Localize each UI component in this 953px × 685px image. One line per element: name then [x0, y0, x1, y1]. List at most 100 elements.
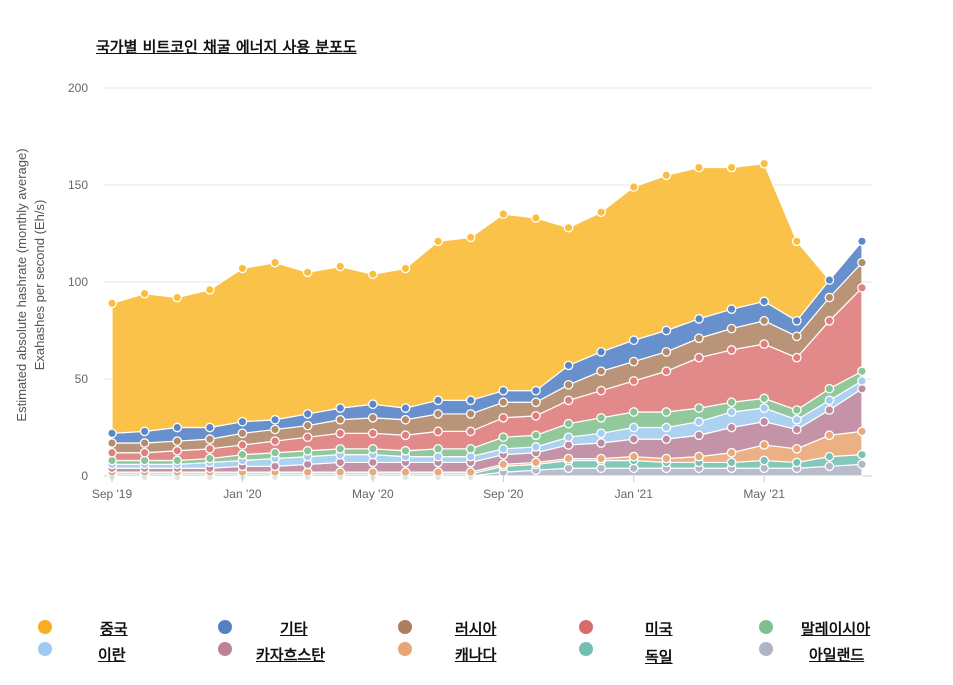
marker-카자흐스탄	[596, 438, 606, 448]
marker-말레이시아	[400, 445, 411, 456]
marker-캐나다	[400, 467, 411, 477]
marker-카자흐스탄	[726, 422, 737, 433]
marker-카자흐스탄	[824, 405, 835, 415]
marker-미국	[857, 282, 867, 293]
marker-러시아	[759, 315, 770, 326]
marker-러시아	[498, 397, 509, 408]
marker-캐나다	[498, 459, 509, 470]
legend-item-kazakhstan[interactable]: 카자흐스탄	[218, 642, 378, 664]
legend-swatch	[218, 642, 232, 656]
marker-기타	[498, 385, 509, 396]
marker-캐나다	[759, 440, 770, 450]
marker-중국	[791, 236, 802, 247]
marker-아일랜드	[824, 461, 835, 472]
marker-독일	[726, 457, 737, 468]
area-series	[111, 163, 863, 477]
legend-item-germany[interactable]: 독일	[579, 642, 719, 666]
marker-중국	[237, 263, 248, 274]
legend-item-usa[interactable]: 미국	[579, 618, 719, 640]
legend-item-canada[interactable]: 캐나다	[398, 642, 538, 664]
marker-캐나다	[791, 443, 802, 454]
marker-기타	[270, 414, 280, 425]
marker-미국	[596, 385, 606, 396]
marker-말레이시아	[237, 449, 248, 460]
marker-중국	[759, 158, 770, 169]
legend-swatch	[38, 620, 52, 634]
marker-중국	[172, 292, 183, 303]
marker-캐나다	[335, 467, 346, 477]
legend-label: 미국	[645, 620, 673, 638]
marker-이란	[628, 422, 639, 433]
marker-이란	[857, 376, 867, 386]
marker-말레이시아	[661, 407, 672, 417]
chart-title: 국가별 비트코인 채굴 에너지 사용 분포도	[96, 38, 357, 56]
marker-러시아	[204, 434, 215, 444]
legend-item-ireland[interactable]: 아일랜드	[759, 642, 919, 664]
legend-item-china[interactable]: 중국	[38, 618, 178, 640]
x-tick-label: Jan '20	[223, 487, 262, 501]
legend-swatch	[579, 642, 593, 656]
marker-말레이시아	[335, 443, 346, 454]
marker-미국	[498, 412, 509, 423]
marker-미국	[270, 436, 280, 446]
legend-item-malaysia[interactable]: 말레이시아	[759, 618, 919, 640]
marker-카자흐스탄	[694, 430, 704, 441]
marker-말레이시아	[726, 397, 737, 408]
marker-미국	[368, 428, 378, 439]
legend-label: 이란	[98, 646, 126, 664]
marker-중국	[335, 261, 346, 272]
legend-swatch	[398, 642, 412, 656]
marker-말레이시아	[563, 418, 574, 429]
marker-미국	[759, 339, 770, 349]
marker-말레이시아	[204, 453, 215, 464]
marker-기타	[400, 403, 411, 413]
legend-label: 아일랜드	[809, 646, 865, 664]
y-axis-title-line-2: Exahashes per second (Eh/s)	[32, 200, 47, 371]
legend-label: 중국	[100, 620, 128, 638]
marker-중국	[726, 162, 737, 173]
legend-item-russia[interactable]: 러시아	[398, 618, 538, 640]
marker-이란	[694, 416, 704, 427]
legend-label: 말레이시아	[801, 620, 871, 638]
marker-러시아	[270, 424, 280, 435]
marker-말레이시아	[172, 455, 183, 466]
marker-러시아	[465, 409, 476, 419]
marker-말레이시아	[270, 447, 280, 458]
marker-카자흐스탄	[791, 424, 802, 435]
marker-말레이시아	[628, 407, 639, 417]
marker-미국	[465, 426, 476, 437]
legend-item-iran[interactable]: 이란	[38, 642, 178, 664]
legend-item-other[interactable]: 기타	[218, 618, 358, 640]
marker-기타	[433, 395, 443, 406]
marker-미국	[563, 395, 574, 406]
marker-중국	[596, 207, 606, 218]
x-tick-label: Sep '19	[92, 487, 133, 501]
marker-말레이시아	[759, 393, 770, 404]
marker-러시아	[694, 333, 704, 344]
marker-독일	[857, 449, 867, 460]
marker-캐나다	[465, 467, 476, 477]
marker-기타	[237, 416, 248, 427]
marker-말레이시아	[531, 430, 541, 441]
y-tick-label: 100	[68, 275, 88, 289]
marker-중국	[139, 288, 150, 299]
marker-미국	[661, 366, 672, 377]
marker-러시아	[302, 420, 313, 431]
marker-중국	[368, 269, 378, 280]
x-tick-labels: Sep '19 Jan '20 May '20 Sep '20 Jan '21 May '…	[92, 476, 785, 501]
marker-러시아	[628, 356, 639, 367]
marker-말레이시아	[498, 432, 509, 443]
marker-기타	[563, 360, 574, 371]
data-markers	[107, 158, 867, 481]
marker-중국	[531, 213, 541, 223]
marker-캐나다	[694, 451, 704, 462]
marker-이란	[824, 395, 835, 406]
marker-중국	[204, 284, 215, 295]
marker-기타	[694, 314, 704, 324]
legend-swatch	[759, 642, 773, 656]
marker-중국	[465, 232, 476, 243]
marker-캐나다	[726, 447, 737, 458]
marker-말레이시아	[302, 445, 313, 456]
marker-캐나다	[433, 467, 443, 477]
